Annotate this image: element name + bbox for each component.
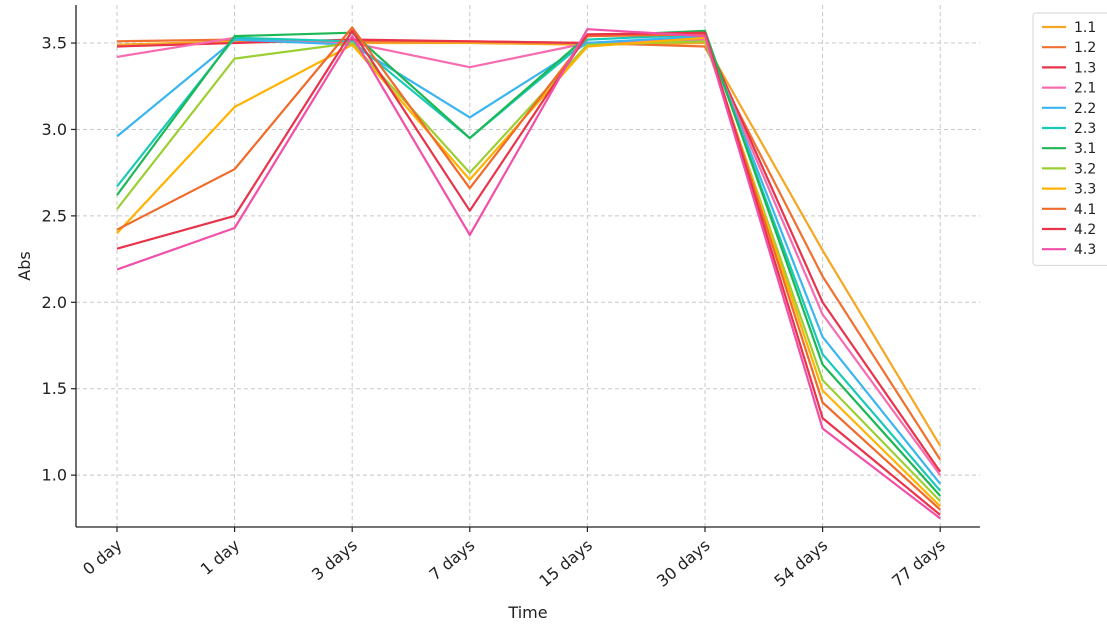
legend-box [1032,12,1107,266]
legend-label: 2.1 [1074,81,1096,97]
legend-label: 1.1 [1074,20,1096,36]
y-tick-label: 2.0 [42,293,67,312]
legend-label: 1.3 [1074,60,1096,76]
legend-label: 1.2 [1074,40,1096,56]
series-line-3-2 [116,40,941,502]
legend-label: 3.1 [1074,141,1096,157]
series-line-2-2 [116,34,942,485]
legend-label: 3.2 [1074,161,1096,177]
y-axis-label: Abs [15,251,34,280]
x-tick-label: 1 day [197,536,243,579]
legend-label: 4.1 [1074,202,1096,218]
series-line-3-1 [116,29,942,497]
y-tick-label: 3.0 [42,120,67,139]
series-line-4-2 [116,29,941,516]
axes [75,5,980,528]
x-ticks: 0 day 1 day 3 days 7 days 15 days 30 days 54 d… [79,527,949,591]
series-line-2-3 [116,33,942,492]
legend-label: 2.2 [1074,101,1096,117]
x-tick-label: 77 days [888,536,949,591]
legend-label: 4.2 [1074,222,1096,238]
series-line-1-3 [116,36,942,473]
series-lines [116,26,942,520]
x-tick-label: 54 days [771,536,832,591]
legend-label: 4.3 [1074,242,1096,258]
y-tick-label: 3.5 [42,34,67,53]
series-line-4-1 [116,26,941,511]
x-tick-label: 7 days [426,536,479,585]
x-axis-label: Time [507,603,547,622]
x-tick-label: 3 days [308,536,361,585]
x-tick-label: 30 days [653,536,714,591]
legend: 1.1 1.2 1.3 2.1 2.2 2.3 3.1 3.2 3.3 4.1 4.2 4.3 [1032,12,1107,266]
x-tick-label: 0 day [79,536,125,579]
y-ticks: 1.0 1.5 2.0 2.5 3.0 3.5 [42,34,76,485]
y-tick-label: 1.0 [42,466,67,485]
y-tick-label: 1.5 [42,379,67,398]
series-line-4-3 [116,28,941,520]
legend-label: 3.3 [1074,182,1096,198]
legend-label: 2.3 [1074,121,1096,137]
grid [76,5,980,527]
y-tick-label: 2.5 [42,206,67,225]
x-tick-label: 15 days [535,536,596,591]
